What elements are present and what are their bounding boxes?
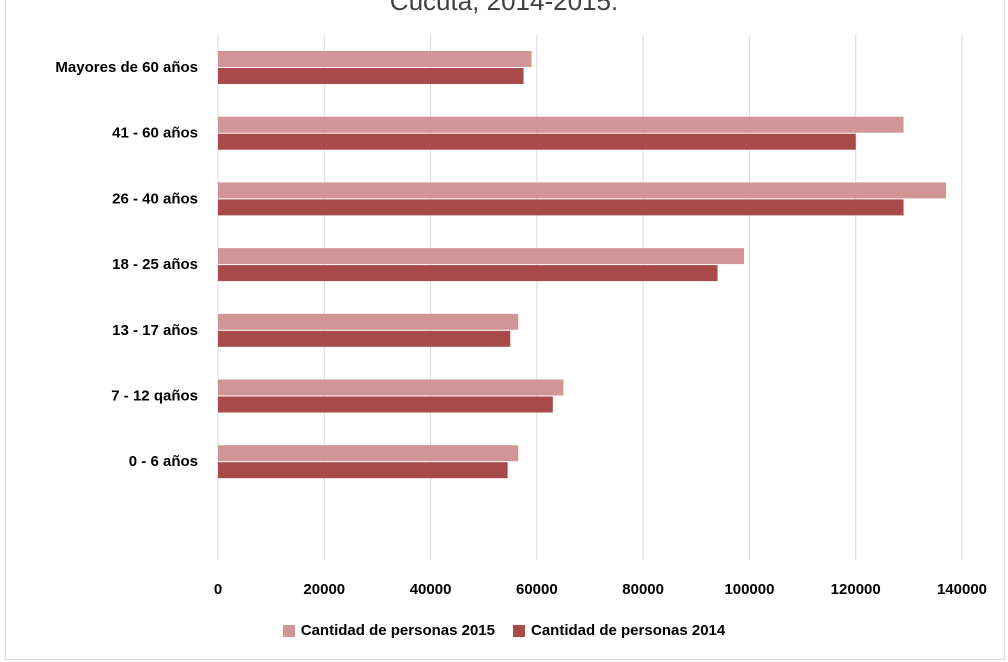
bar-2015	[218, 313, 519, 330]
x-tick-label: 120000	[831, 581, 881, 598]
bar-2014	[218, 330, 511, 347]
x-tick-label: 40000	[410, 581, 452, 598]
legend-label-2014: Cantidad de personas 2014	[531, 622, 726, 639]
x-tick-label: 20000	[303, 581, 345, 598]
bar-2014	[218, 199, 904, 216]
bar-2015	[218, 116, 904, 133]
bar-2015	[218, 379, 564, 396]
bar-2014	[218, 396, 553, 413]
x-tick-label: 80000	[622, 581, 664, 598]
bars	[218, 51, 947, 479]
bar-2015	[218, 445, 519, 462]
bar-2014	[218, 462, 508, 479]
x-tick-label: 60000	[516, 581, 558, 598]
category-label: Mayores de 60 años	[55, 59, 198, 76]
category-label: 41 - 60 años	[112, 125, 198, 142]
gridlines	[217, 35, 963, 560]
legend-label-2015: Cantidad de personas 2015	[300, 622, 495, 639]
x-tick-label: 140000	[937, 581, 987, 598]
legend: Cantidad de personas 2015 Cantidad de pe…	[0, 622, 1008, 639]
bar-2014	[218, 133, 856, 150]
category-label: 0 - 6 años	[129, 453, 198, 470]
legend-item-2014: Cantidad de personas 2014	[513, 622, 725, 639]
bar-2015	[218, 51, 532, 67]
category-labels: Mayores de 60 años 41 - 60 años 26 - 40 añ…	[55, 59, 198, 470]
bar-2015	[218, 182, 947, 199]
category-label: 13 - 17 años	[112, 322, 198, 339]
chart-title: Cúcuta, 2014-2015.	[389, 0, 619, 16]
bar-2014	[218, 265, 718, 282]
category-label: 18 - 25 años	[112, 256, 198, 273]
x-tick-label: 0	[214, 581, 222, 598]
legend-swatch-2015	[282, 624, 295, 637]
x-tick-label: 100000	[724, 581, 774, 598]
category-label: 26 - 40 años	[112, 190, 198, 207]
legend-swatch-2014	[513, 624, 525, 637]
x-tick-labels: 0 20000 40000 60000 80000 100000 120000 140000	[214, 581, 987, 598]
bar-2014	[218, 68, 524, 84]
bar-2015	[218, 248, 745, 265]
category-label: 7 - 12 qaños	[111, 388, 198, 405]
chart-frame	[5, 0, 1005, 660]
legend-item-2015: Cantidad de personas 2015	[282, 622, 495, 639]
